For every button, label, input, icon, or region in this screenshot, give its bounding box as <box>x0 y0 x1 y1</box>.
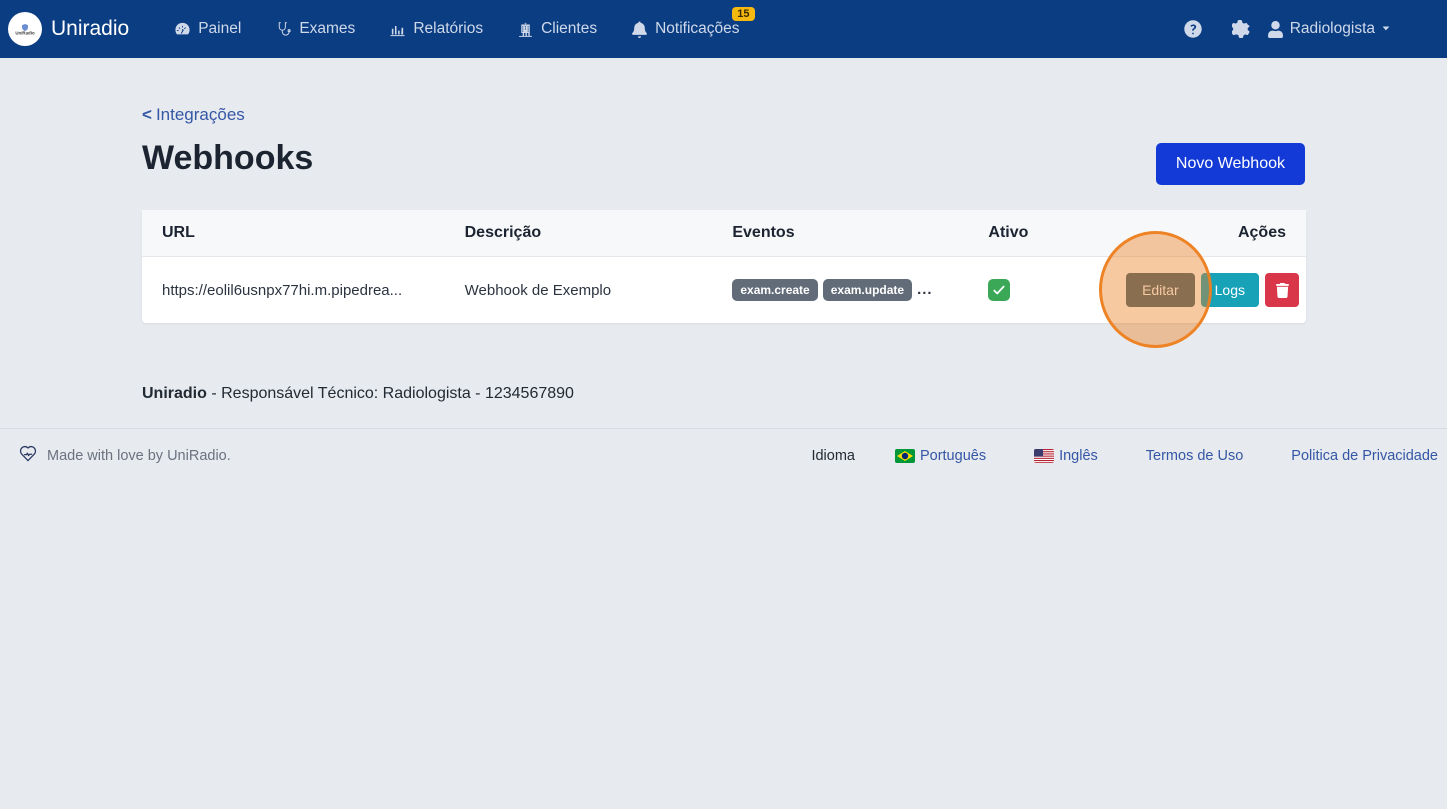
svg-text:UniRadio: UniRadio <box>15 30 35 35</box>
